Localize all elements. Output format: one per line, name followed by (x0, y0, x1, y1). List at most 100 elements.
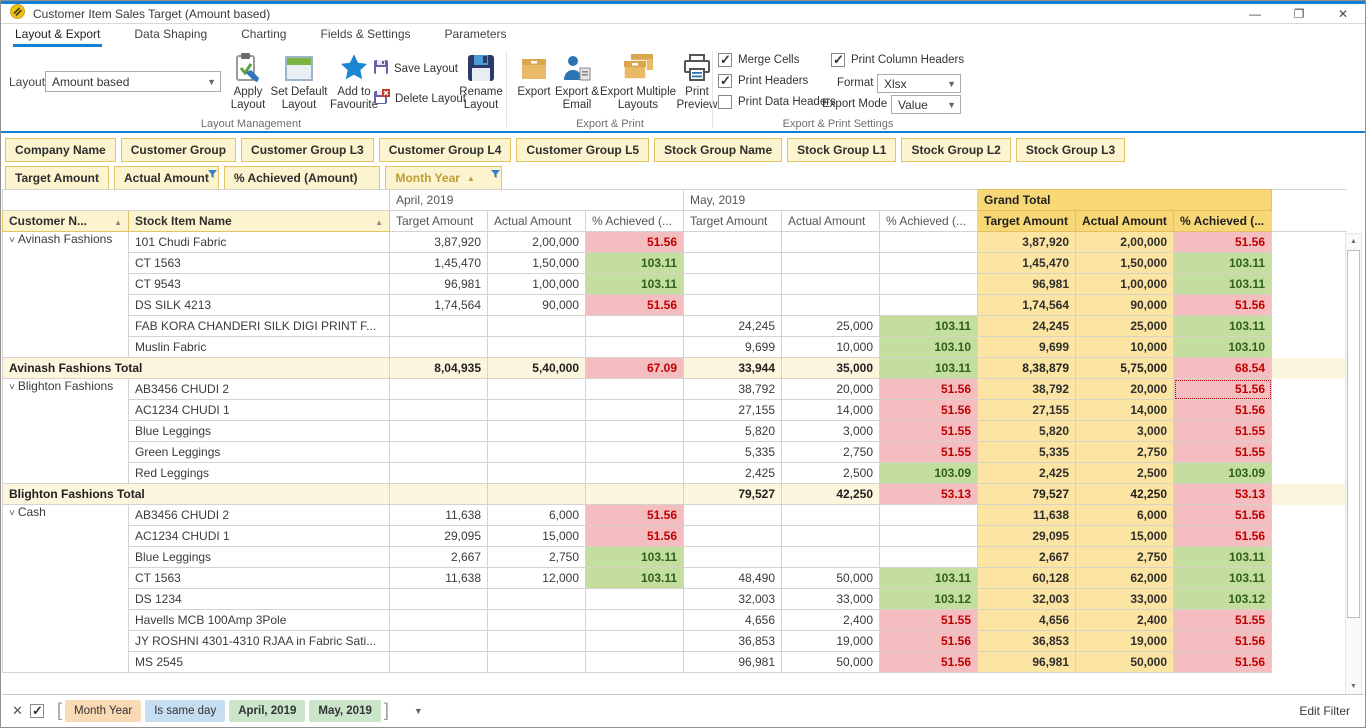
value-cell[interactable] (389, 336, 488, 358)
print-preview-button[interactable]: Print Preview (673, 50, 721, 128)
value-cell[interactable]: 90,000 (1075, 294, 1175, 316)
value-cell[interactable]: 19,000 (781, 630, 881, 652)
value-cell[interactable]: 96,981 (683, 651, 783, 673)
value-cell[interactable]: 2,500 (781, 462, 881, 484)
filter-chip-may-2019[interactable]: May, 2019 (309, 699, 381, 722)
value-cell[interactable]: 50,000 (781, 651, 881, 673)
filter-funnel-icon[interactable] (490, 168, 500, 182)
rename-layout-button[interactable]: Rename Layout (453, 50, 509, 128)
value-cell[interactable]: 14,000 (781, 399, 881, 421)
value-cell[interactable] (879, 273, 979, 295)
value-cell[interactable]: 79,527 (683, 483, 783, 505)
value-cell[interactable] (389, 630, 488, 652)
value-cell[interactable]: 103.11 (1173, 315, 1273, 337)
value-cell[interactable]: 103.10 (879, 336, 979, 358)
column-group-april-2019[interactable]: April, 2019 (388, 189, 685, 211)
edit-filter-button[interactable]: Edit Filter (1299, 703, 1350, 718)
value-cell[interactable]: 51.56 (584, 294, 685, 316)
value-cell[interactable]: 4,656 (683, 609, 783, 631)
value-cell[interactable] (781, 294, 881, 316)
value-cell[interactable]: 1,45,470 (389, 252, 488, 274)
value-cell[interactable]: 103.11 (584, 252, 685, 274)
value-cell[interactable]: 33,944 (683, 357, 783, 379)
value-cell[interactable]: 2,750 (1075, 441, 1175, 463)
value-cell[interactable] (487, 588, 586, 610)
checkbox-merge-cells[interactable]: Merge Cells (718, 52, 799, 68)
value-cell[interactable]: 24,245 (683, 315, 783, 337)
value-cell[interactable]: 32,003 (683, 588, 783, 610)
field-chip-company-name[interactable]: Company Name (5, 138, 116, 162)
field-chip-stock-group-name[interactable]: Stock Group Name (654, 138, 783, 162)
value-cell[interactable]: 29,095 (389, 525, 488, 547)
value-cell[interactable]: 2,425 (977, 462, 1077, 484)
value-cell[interactable]: 15,000 (487, 525, 586, 547)
value-cell[interactable]: 33,000 (781, 588, 881, 610)
minimize-button[interactable]: — (1249, 6, 1261, 21)
stock-item-cell[interactable]: JY ROSHNI 4301-4310 RJAA in Fabric Sati.… (128, 630, 390, 652)
value-cell[interactable] (584, 588, 685, 610)
value-cell[interactable]: 2,750 (781, 441, 881, 463)
value-cell[interactable]: 15,000 (1075, 525, 1175, 547)
value-cell[interactable]: 96,981 (389, 273, 488, 295)
value-cell[interactable]: 2,400 (781, 609, 881, 631)
value-cell[interactable] (389, 441, 488, 463)
value-cell[interactable] (683, 231, 783, 253)
delete-layout-button[interactable]: Delete Layout (373, 89, 466, 108)
scrollbar-thumb[interactable] (1347, 250, 1360, 618)
value-cell[interactable]: 2,500 (1075, 462, 1175, 484)
value-cell[interactable]: 68.54 (1173, 357, 1273, 379)
value-cell[interactable] (584, 420, 685, 442)
checkbox-print-column-headers[interactable]: Print Column Headers (831, 52, 964, 68)
field-chip-customer-group[interactable]: Customer Group (120, 138, 237, 162)
value-cell[interactable] (487, 315, 586, 337)
set-default-layout-button[interactable]: Set Default Layout (269, 50, 329, 128)
value-cell[interactable]: 5,75,000 (1075, 357, 1175, 379)
value-cell[interactable]: 1,00,000 (487, 273, 586, 295)
value-cell[interactable] (683, 546, 783, 568)
filter-funnel-icon[interactable] (207, 168, 217, 182)
value-cell[interactable]: 3,000 (781, 420, 881, 442)
stock-item-cell[interactable]: Muslin Fabric (128, 336, 390, 358)
value-cell[interactable]: 51.56 (1173, 399, 1273, 421)
value-cell[interactable] (584, 399, 685, 421)
measure-header[interactable]: % Achieved (... (1173, 210, 1273, 232)
value-cell[interactable]: 9,699 (977, 336, 1077, 358)
collapse-icon[interactable]: ˅ (9, 235, 15, 246)
value-cell[interactable]: 96,981 (977, 651, 1077, 673)
value-cell[interactable] (584, 630, 685, 652)
value-cell[interactable]: 51.55 (879, 420, 979, 442)
value-cell[interactable]: 103.11 (584, 567, 685, 589)
value-cell[interactable]: 103.12 (879, 588, 979, 610)
field-chip-stock-group-l2[interactable]: Stock Group L2 (901, 138, 1011, 162)
value-cell[interactable]: 2,00,000 (1075, 231, 1175, 253)
value-cell[interactable] (389, 420, 488, 442)
value-cell[interactable]: 2,400 (1075, 609, 1175, 631)
value-cell[interactable]: 35,000 (781, 357, 881, 379)
filter-chip-is-same-day[interactable]: Is same day (145, 699, 226, 722)
field-chip--achieved-amount-[interactable]: % Achieved (Amount) (223, 166, 381, 190)
stock-item-cell[interactable]: CT 1563 (128, 252, 390, 274)
value-cell[interactable]: 51.56 (1173, 525, 1273, 547)
row-header-customer-n-[interactable]: Customer N... ▲ (2, 210, 129, 232)
value-cell[interactable]: 24,245 (977, 315, 1077, 337)
value-cell[interactable] (487, 630, 586, 652)
value-cell[interactable] (781, 252, 881, 274)
value-cell[interactable]: 51.56 (1173, 378, 1273, 400)
value-cell[interactable]: 96,981 (977, 273, 1077, 295)
value-cell[interactable] (683, 504, 783, 526)
value-cell[interactable]: 20,000 (781, 378, 881, 400)
value-cell[interactable]: 51.55 (1173, 609, 1273, 631)
value-cell[interactable]: 103.11 (879, 357, 979, 379)
value-cell[interactable]: 1,00,000 (1075, 273, 1175, 295)
value-cell[interactable]: 53.13 (879, 483, 979, 505)
vertical-scrollbar[interactable]: ▲ ▼ (1345, 233, 1362, 695)
value-cell[interactable]: 38,792 (683, 378, 783, 400)
value-cell[interactable]: 1,45,470 (977, 252, 1077, 274)
value-cell[interactable]: 11,638 (389, 504, 488, 526)
export-multiple-layouts-button[interactable]: Export Multiple Layouts (599, 50, 677, 128)
measure-header[interactable]: Actual Amount (487, 210, 586, 232)
value-cell[interactable]: 2,750 (487, 546, 586, 568)
value-cell[interactable]: 38,792 (977, 378, 1077, 400)
save-layout-button[interactable]: Save Layout (373, 59, 458, 78)
tab-charting[interactable]: Charting (241, 27, 287, 41)
